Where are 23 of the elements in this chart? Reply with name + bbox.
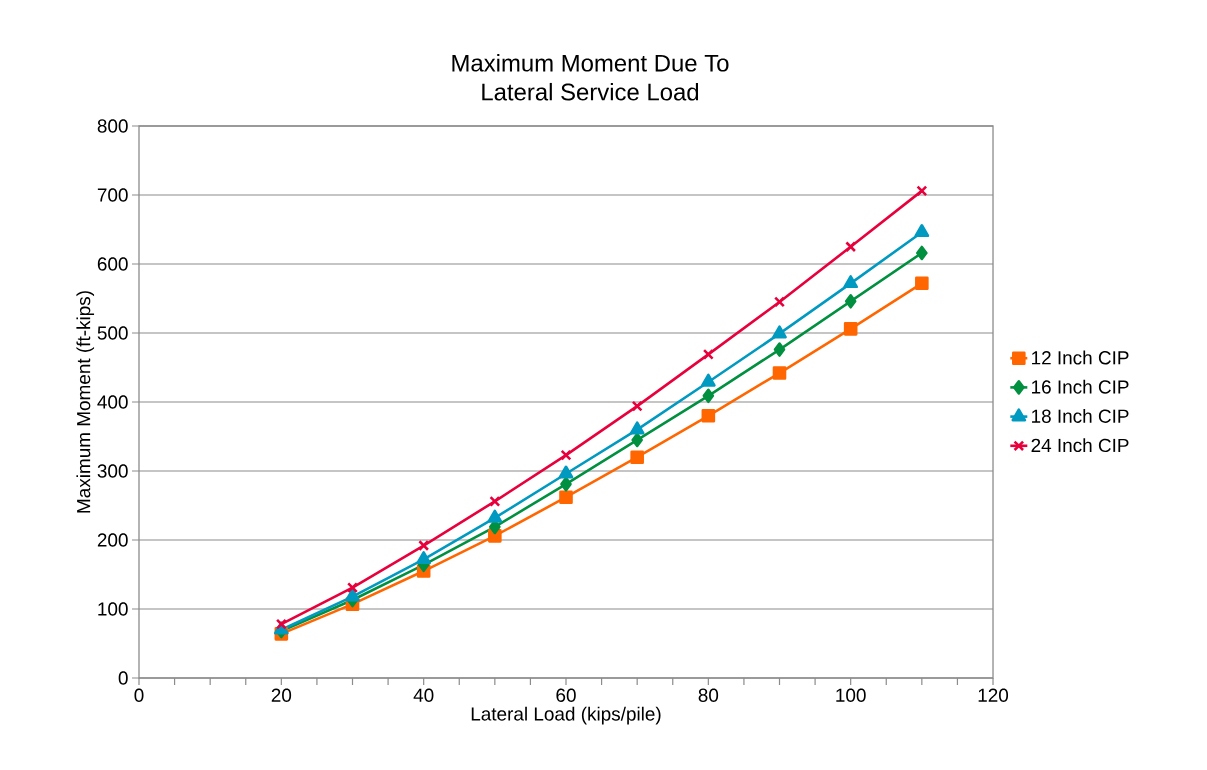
y-tick-label: 0: [118, 671, 128, 685]
y-tick-label: 600: [97, 257, 128, 271]
x-axis-title: Lateral Load (kips/pile): [471, 706, 661, 725]
x-tick-label: 20: [271, 688, 292, 702]
y-tick-label: 300: [97, 464, 128, 478]
legend-label: 12 Inch CIP: [1032, 350, 1129, 365]
chart-title: Maximum Moment Due To Lateral Service Load: [452, 54, 729, 101]
y-tick-label: 500: [97, 326, 128, 340]
x-tick-label: 80: [698, 688, 719, 702]
y-tick-label: 200: [97, 533, 128, 547]
legend-label: 18 Inch CIP: [1032, 408, 1129, 423]
x-tick-label: 120: [978, 688, 1009, 702]
x-tick-label: 40: [413, 688, 434, 702]
y-tick-label: 700: [97, 188, 128, 202]
legend-label: 16 Inch CIP: [1032, 379, 1129, 394]
x-tick-label: 100: [836, 688, 866, 702]
legend-label: 24 Inch CIP: [1031, 438, 1129, 453]
x-tick-label: 0: [134, 688, 144, 702]
y-tick-label: 400: [97, 395, 128, 409]
x-tick-label: 60: [556, 688, 576, 702]
y-tick-label: 800: [97, 119, 128, 133]
y-tick-label: 100: [98, 602, 128, 616]
y-axis-title: Maximum Moment (ft-kips): [76, 291, 95, 513]
